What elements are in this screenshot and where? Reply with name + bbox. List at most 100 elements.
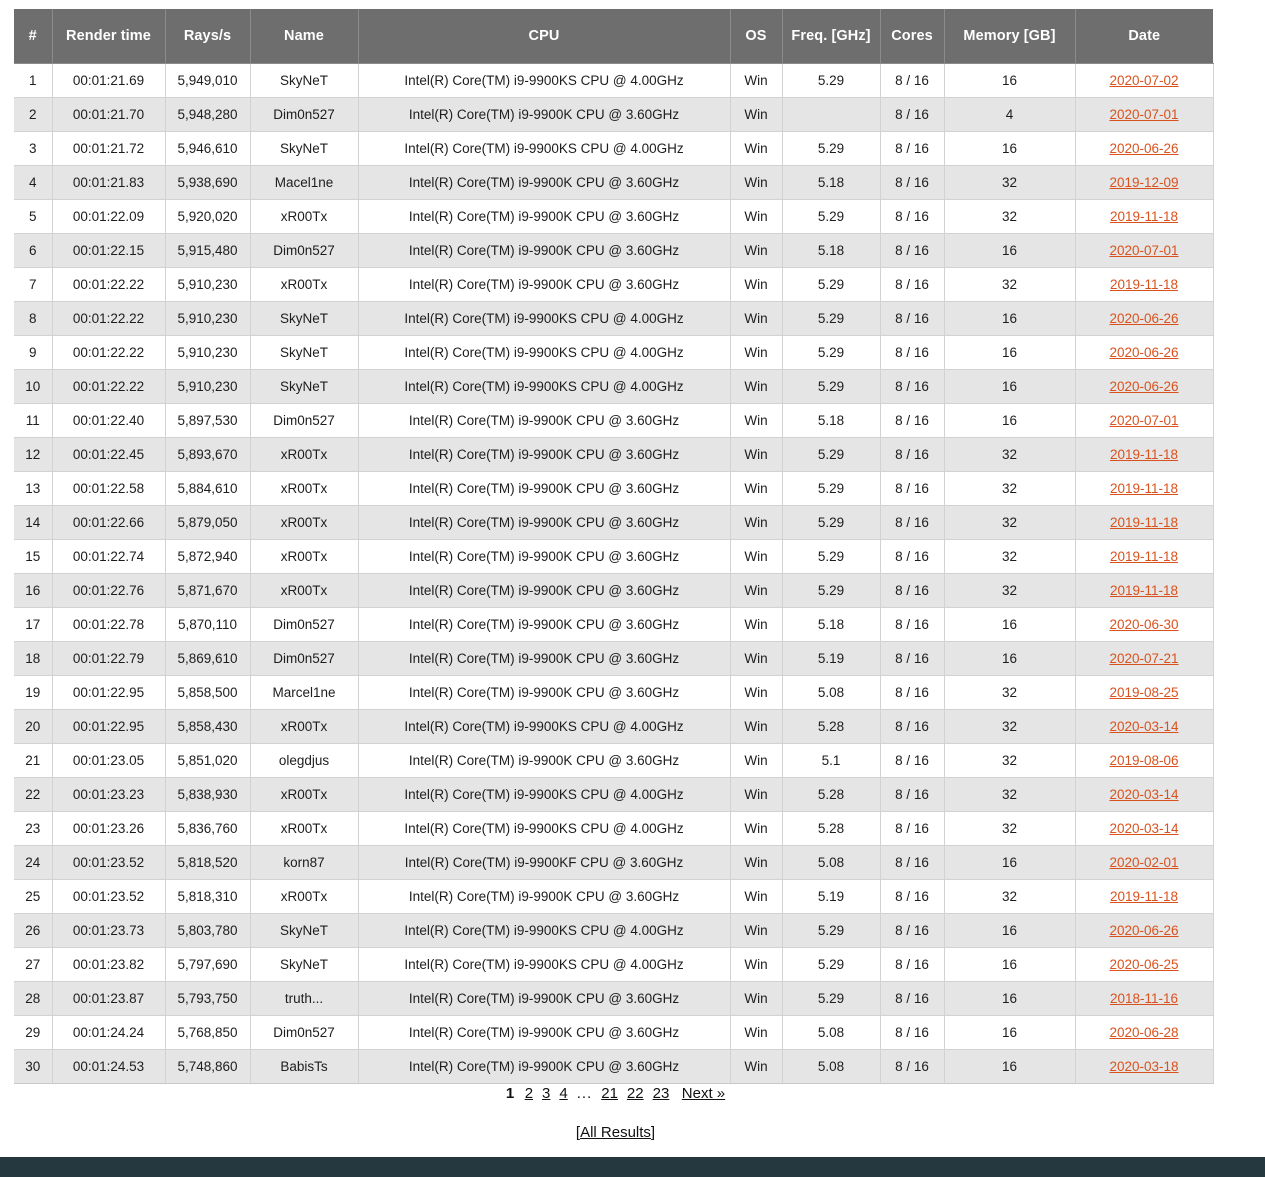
cell-date[interactable]: 2020-06-25 (1075, 947, 1214, 982)
cell-date[interactable]: 2019-11-18 (1075, 267, 1214, 302)
date-link[interactable]: 2020-03-14 (1109, 719, 1179, 734)
cell-date[interactable]: 2020-06-30 (1075, 607, 1214, 642)
date-link[interactable]: 2020-07-01 (1109, 243, 1179, 258)
date-link[interactable]: 2020-06-26 (1109, 379, 1179, 394)
date-link[interactable]: 2019-12-09 (1109, 175, 1179, 190)
cell-name: xR00Tx (250, 879, 359, 914)
column-header-name[interactable]: Name (250, 9, 359, 64)
column-header-rays-per-sec[interactable]: Rays/s (165, 9, 251, 64)
date-link[interactable]: 2019-11-18 (1109, 481, 1179, 496)
cell-date[interactable]: 2020-07-02 (1075, 63, 1214, 98)
pagination-page-link[interactable]: 22 (626, 1085, 644, 1102)
date-link[interactable]: 2019-11-18 (1109, 209, 1179, 224)
cell-date[interactable]: 2019-11-18 (1075, 539, 1214, 574)
cell-cores: 8 / 16 (880, 63, 945, 98)
date-link[interactable]: 2020-07-01 (1109, 413, 1179, 428)
cell-cores: 8 / 16 (880, 335, 945, 370)
cell-date[interactable]: 2019-08-06 (1075, 743, 1214, 778)
column-header-cores[interactable]: Cores (880, 9, 945, 64)
pagination-page-link[interactable]: 23 (652, 1085, 670, 1102)
cell-date[interactable]: 2020-07-01 (1075, 97, 1214, 132)
date-link[interactable]: 2020-07-01 (1109, 107, 1179, 122)
cell-date[interactable]: 2019-11-18 (1075, 199, 1214, 234)
cell-date[interactable]: 2020-03-14 (1075, 709, 1214, 744)
date-link[interactable]: 2020-07-02 (1109, 73, 1179, 88)
date-link[interactable]: 2019-11-18 (1109, 549, 1179, 564)
pagination-page-link[interactable]: 21 (601, 1085, 618, 1102)
cell-rays-per-sec: 5,893,670 (165, 437, 251, 472)
cell-freq: 5.29 (782, 369, 881, 404)
cell-date[interactable]: 2019-11-18 (1075, 437, 1214, 472)
date-link[interactable]: 2019-08-06 (1109, 753, 1179, 768)
cell-rays-per-sec: 5,872,940 (165, 539, 251, 574)
date-link[interactable]: 2020-03-14 (1109, 787, 1179, 802)
cell-date[interactable]: 2020-06-26 (1075, 301, 1214, 336)
cell-date[interactable]: 2019-11-18 (1075, 879, 1214, 914)
cell-rank: 26 (14, 913, 53, 948)
cell-rank: 29 (14, 1015, 53, 1050)
table-row: 28 00:01:23.87 5,793,750 truth... Intel(R) C… (14, 981, 1214, 1016)
cell-date[interactable]: 2019-11-18 (1075, 505, 1214, 540)
date-link[interactable]: 2020-06-26 (1109, 311, 1179, 326)
column-header-rank[interactable]: # (14, 9, 53, 64)
cell-date[interactable]: 2020-07-21 (1075, 641, 1214, 676)
date-link[interactable]: 2019-11-18 (1109, 277, 1179, 292)
date-link[interactable]: 2020-02-01 (1109, 855, 1179, 870)
cell-rank: 9 (14, 335, 53, 370)
cell-os: Win (730, 845, 783, 880)
cell-freq: 5.08 (782, 1015, 881, 1050)
date-link[interactable]: 2020-06-30 (1109, 617, 1179, 632)
column-header-cpu[interactable]: CPU (358, 9, 731, 64)
column-header-date[interactable]: Date (1075, 9, 1213, 64)
cell-date[interactable]: 2020-06-26 (1075, 369, 1214, 404)
date-link[interactable]: 2019-11-18 (1109, 515, 1179, 530)
column-header-memory[interactable]: Memory [GB] (944, 9, 1076, 64)
cell-date[interactable]: 2018-11-16 (1075, 981, 1214, 1016)
cell-date[interactable]: 2020-06-28 (1075, 1015, 1214, 1050)
date-link[interactable]: 2019-11-18 (1109, 583, 1179, 598)
pagination: 1 2 3 4... 21 22 23 Next » (0, 1085, 1231, 1102)
cell-date[interactable]: 2020-07-01 (1075, 233, 1214, 268)
cell-date[interactable]: 2020-06-26 (1075, 335, 1214, 370)
date-link[interactable]: 2020-06-26 (1109, 923, 1179, 938)
cell-os: Win (730, 811, 783, 846)
date-link[interactable]: 2020-06-26 (1109, 345, 1179, 360)
pagination-page-link[interactable]: 2 (524, 1085, 534, 1102)
date-link[interactable]: 2020-06-26 (1109, 141, 1179, 156)
cell-rank: 8 (14, 301, 53, 336)
all-results-link[interactable]: All Results (580, 1124, 651, 1141)
pagination-page-link[interactable]: 4 (559, 1085, 568, 1102)
pagination-next-button[interactable]: Next » (681, 1085, 726, 1102)
cell-freq: 5.28 (782, 811, 881, 846)
column-header-render-time[interactable]: Render time (52, 9, 166, 64)
date-link[interactable]: 2018-11-16 (1109, 991, 1179, 1006)
cell-name: xR00Tx (250, 505, 359, 540)
date-link[interactable]: 2019-11-18 (1109, 889, 1179, 904)
cell-name: SkyNeT (250, 913, 359, 948)
cell-date[interactable]: 2020-07-01 (1075, 403, 1214, 438)
cell-date[interactable]: 2020-03-14 (1075, 811, 1214, 846)
date-link[interactable]: 2019-11-18 (1109, 447, 1179, 462)
date-link[interactable]: 2020-06-25 (1109, 957, 1179, 972)
pagination-page-link[interactable]: 3 (542, 1085, 551, 1102)
table-row: 10 00:01:22.22 5,910,230 SkyNeT Intel(R) Cor… (14, 369, 1214, 404)
cell-date[interactable]: 2020-06-26 (1075, 131, 1214, 166)
cell-date[interactable]: 2020-03-14 (1075, 777, 1214, 812)
cell-date[interactable]: 2020-06-26 (1075, 913, 1214, 948)
cell-memory: 32 (944, 471, 1076, 506)
date-link[interactable]: 2020-06-28 (1109, 1025, 1179, 1040)
cell-date[interactable]: 2020-02-01 (1075, 845, 1214, 880)
cell-date[interactable]: 2019-08-25 (1075, 675, 1214, 710)
column-header-os[interactable]: OS (730, 9, 783, 64)
date-link[interactable]: 2020-03-18 (1109, 1059, 1179, 1074)
cell-date[interactable]: 2019-11-18 (1075, 573, 1214, 608)
date-link[interactable]: 2019-08-25 (1109, 685, 1179, 700)
cell-date[interactable]: 2019-12-09 (1075, 165, 1214, 200)
date-link[interactable]: 2020-03-14 (1109, 821, 1179, 836)
cell-date[interactable]: 2020-03-18 (1075, 1049, 1214, 1084)
column-header-freq[interactable]: Freq. [GHz] (782, 9, 881, 64)
date-link[interactable]: 2020-07-21 (1109, 651, 1179, 666)
cell-date[interactable]: 2019-11-18 (1075, 471, 1214, 506)
all-results-row: [All Results] (0, 1124, 1231, 1141)
cell-rank: 16 (14, 573, 53, 608)
